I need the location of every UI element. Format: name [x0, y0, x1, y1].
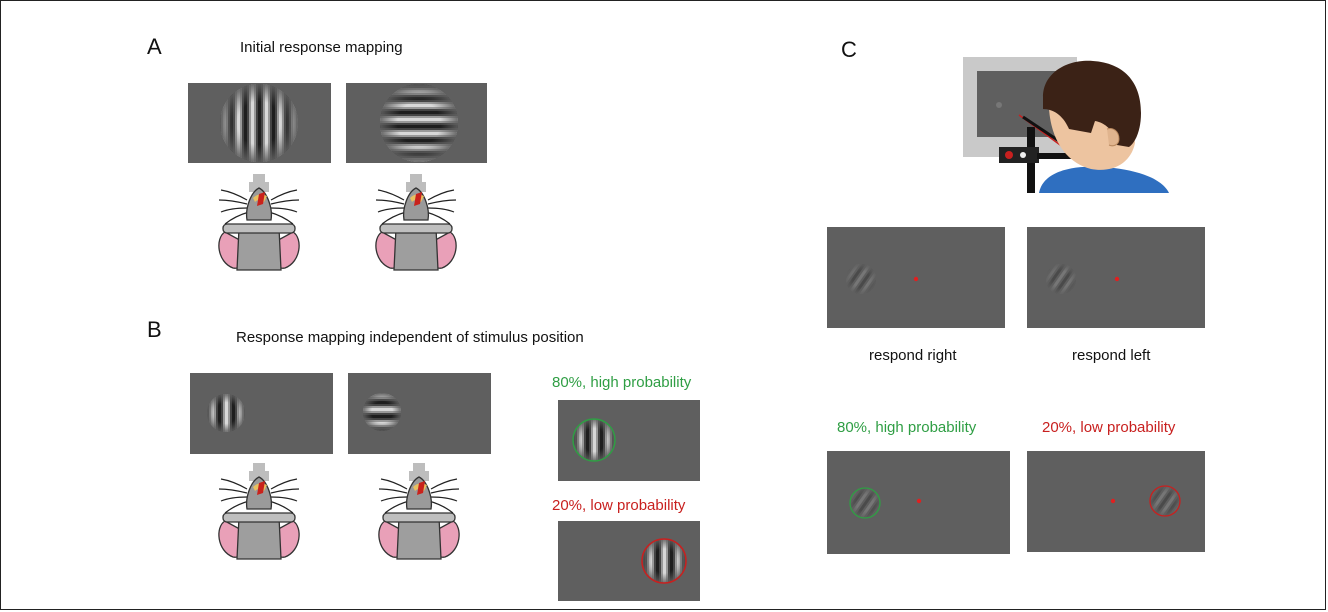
- mouse-illustration: [377, 463, 463, 563]
- screen-left-horizontal-grating: [348, 373, 491, 454]
- hair: [1043, 60, 1141, 148]
- low-probability-ring: [1149, 485, 1181, 517]
- respond-left-label: respond left: [1072, 347, 1151, 364]
- fixation-dot: [913, 276, 919, 282]
- fixation-dot: [1114, 276, 1120, 282]
- fixation-dot: [1110, 498, 1116, 504]
- screen-left-vertical-grating: [190, 373, 333, 454]
- panel-c-letter: C: [841, 37, 857, 62]
- mouse-illustration: [217, 174, 303, 274]
- high-probability-ring: [849, 487, 881, 519]
- fixation-dot: [916, 498, 922, 504]
- low-probability-ring: [641, 538, 687, 584]
- panel-b-title: Response mapping independent of stimulus…: [236, 329, 584, 346]
- panel-b-low-probability-label: 20%, low probability: [552, 497, 686, 514]
- high-probability-ring: [572, 418, 616, 462]
- panel-c-low-probability-label: 20%, low probability: [1042, 419, 1176, 436]
- human-subject-illustration: [963, 57, 1169, 193]
- panel-b-high-probability-label: 80%, high probability: [552, 374, 692, 391]
- screen-respond-right: [827, 227, 1005, 328]
- screen-horizontal-grating: [346, 83, 487, 163]
- panel-a-title: Initial response mapping: [240, 39, 403, 56]
- screen-c-low-probability: [1027, 451, 1205, 552]
- screen-high-probability: [558, 400, 700, 481]
- screen-vertical-grating: [188, 83, 331, 163]
- respond-right-label: respond right: [869, 347, 957, 364]
- screen-c-high-probability: [827, 451, 1010, 554]
- panel-a-letter: A: [147, 34, 162, 59]
- screen-low-probability: [558, 521, 700, 601]
- screen-respond-left: [1027, 227, 1205, 328]
- panel-c-high-probability-label: 80%, high probability: [837, 419, 977, 436]
- mouse-illustration: [217, 463, 303, 563]
- panel-b-letter: B: [147, 317, 162, 342]
- shirt: [1039, 166, 1169, 193]
- mouse-illustration: [374, 174, 460, 274]
